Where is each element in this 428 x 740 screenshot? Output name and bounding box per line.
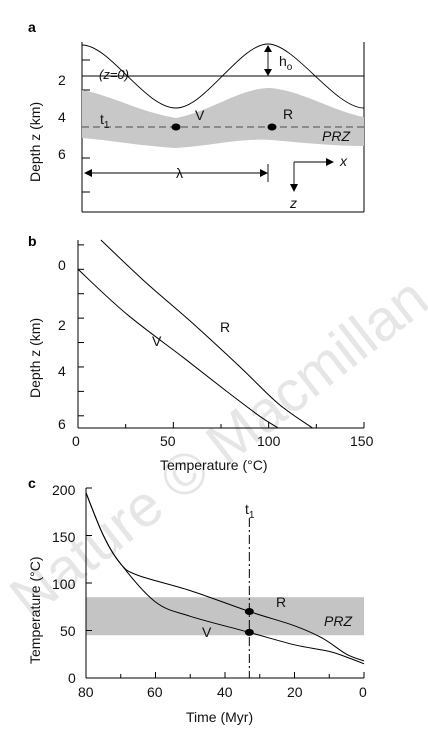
panel-c-ticks — [85, 487, 365, 679]
panel-c-prz-band — [86, 597, 364, 636]
panel-c-point-R — [244, 608, 254, 615]
panel-b-ytick-0: 0 — [58, 257, 66, 273]
panel-b-ytick-6: 6 — [58, 416, 66, 432]
panel-c-xtick-80: 80 — [78, 684, 94, 700]
panel-c-series — [85, 492, 365, 665]
panel-b-label: b — [28, 233, 37, 249]
panel-a-point-R — [267, 123, 277, 131]
panel-a-z0-label: (z=0) — [99, 67, 129, 82]
panel-a-x-label: x — [339, 153, 348, 169]
panel-a-R-label: R — [283, 106, 293, 122]
panel-a-PRZ-label: PRZ — [322, 128, 350, 144]
panel-c-V-label: V — [202, 624, 212, 640]
panel-c-xtick-40: 40 — [217, 684, 233, 700]
panel-a-ytick-6: 6 — [58, 146, 66, 162]
panel-a-z-label: z — [289, 195, 297, 211]
panel-a-label: a — [28, 19, 36, 35]
panel-a-t1-label: t1 — [100, 111, 110, 131]
panel-b-xtick-0: 0 — [72, 433, 80, 449]
panel-c-t1-label: t1 — [245, 501, 255, 521]
panel-c-ytick-50: 50 — [60, 623, 76, 639]
panel-b-x-axis-label: Temperature (°C) — [160, 457, 268, 473]
panel-b-series-R — [100, 239, 313, 429]
panel-c-point-V — [244, 628, 254, 636]
panel-c-ytick-100: 100 — [52, 576, 76, 592]
panel-b-ytick-4: 4 — [58, 363, 66, 379]
panel-a-ytick-2: 2 — [58, 72, 66, 88]
panel-b-ticks — [77, 244, 365, 428]
panel-a-lambda-label: λ — [176, 165, 183, 181]
panel-c-ytick-150: 150 — [52, 529, 76, 545]
panel-a: a 2 4 6 Depth z (km) (z=0) h — [27, 19, 365, 213]
panel-a-point-V — [171, 123, 181, 131]
panel-a-y-axis-label: Depth z (km) — [27, 102, 43, 182]
panel-b-xtick-50: 50 — [160, 433, 176, 449]
panel-c-xtick-0: 0 — [359, 684, 367, 700]
panel-a-h-label: ho — [279, 53, 293, 73]
panel-c: c 80 60 40 20 0 0 50 100 150 200 Time (M… — [27, 475, 367, 725]
panel-a-V-label: V — [195, 107, 205, 123]
panel-b-xtick-150: 150 — [350, 433, 374, 449]
panel-c-series-V — [85, 492, 365, 665]
panel-b-series-V — [77, 268, 279, 429]
panel-c-x-axis-label: Time (Myr) — [186, 709, 253, 725]
panel-c-label: c — [28, 475, 36, 491]
panel-c-ytick-200: 200 — [52, 482, 76, 498]
panel-c-xtick-60: 60 — [147, 684, 163, 700]
panel-c-xtick-20: 20 — [287, 684, 303, 700]
panel-a-xz-axes-indicator — [290, 158, 334, 192]
panel-b: b 0 50 100 150 0 2 4 6 Temperature (°C) … — [27, 233, 374, 473]
panel-c-ytick-0: 0 — [68, 670, 76, 686]
panel-b-V-label: V — [152, 333, 162, 349]
panel-b-series — [77, 239, 313, 429]
panel-a-ytick-4: 4 — [58, 109, 66, 125]
panel-a-lambda-arrow — [84, 164, 269, 182]
panel-a-topography-curve — [81, 43, 365, 109]
panel-b-ytick-2: 2 — [58, 317, 66, 333]
panel-c-PRZ-label: PRZ — [324, 613, 352, 629]
panel-a-h0-arrow — [264, 45, 272, 76]
panel-b-R-label: R — [220, 319, 230, 335]
panel-b-xtick-100: 100 — [257, 433, 281, 449]
panel-a-prz-band — [82, 88, 364, 148]
panel-c-y-axis-label: Temperature (°C) — [27, 556, 43, 664]
panel-c-R-label: R — [276, 594, 286, 610]
panel-b-y-axis-label: Depth z (km) — [27, 318, 43, 398]
